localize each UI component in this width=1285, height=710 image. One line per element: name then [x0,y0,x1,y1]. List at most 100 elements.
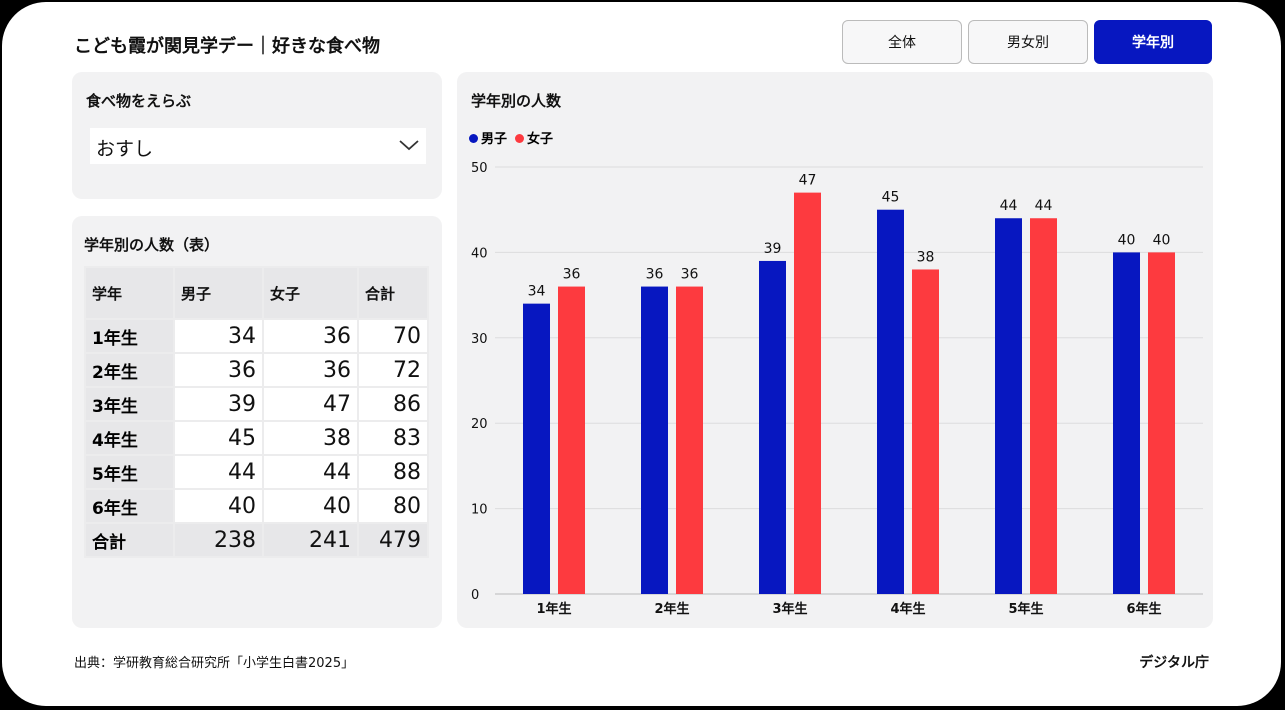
y-tick-label: 30 [471,332,488,347]
table-row: 2年生 36 36 72 [84,352,429,388]
table-cell: 45 [173,420,264,456]
bar-boys [641,286,668,594]
table-cell: 86 [357,386,429,422]
table-cell: 36 [262,318,359,354]
data-label: 38 [917,249,935,265]
chevron-down-icon [399,140,419,151]
legend-dot [515,134,525,143]
row-header: 2年生 [84,352,175,388]
table-row: 1年生 34 36 70 [84,318,429,354]
column-header: 女子 [262,266,359,320]
source-note: 出典：学研教育総合研究所「小学生白書2025」 [74,656,355,671]
data-label: 36 [681,267,699,283]
bar-girls [1030,218,1057,595]
row-header: 合計 [84,522,175,558]
x-tick-label: 2年生 [654,601,689,617]
x-tick-label: 3年生 [772,601,807,617]
table-cell: 44 [173,454,264,490]
row-header: 4年生 [84,420,175,456]
table-row: 3年生 39 47 86 [84,386,429,422]
bar-girls [676,286,703,594]
tab-all[interactable]: 全体 [842,20,962,64]
table-cell: 36 [173,352,264,388]
bar-girls [912,269,939,594]
legend-dot [469,134,478,143]
page-title: こども霞が関見学デー｜好きな食べ物 [74,36,380,57]
table-cell: 238 [173,522,264,558]
grade-table: 学年 男子 女子 合計 1年生 34 36 70 2年生 36 36 72 3年… [84,266,429,558]
table-cell: 44 [262,454,359,490]
data-label: 44 [1035,198,1053,214]
column-header: 男子 [173,266,264,320]
bar-boys [523,303,550,594]
data-label: 40 [1118,232,1136,248]
y-tick-label: 20 [471,417,488,432]
bar-girls [1148,252,1175,594]
y-tick-label: 0 [471,588,479,603]
table-cell: 88 [357,454,429,490]
x-tick-label: 5年生 [1008,601,1043,617]
table-cell: 40 [173,488,264,524]
table-cell: 70 [357,318,429,354]
data-label: 36 [646,267,664,283]
column-header: 学年 [84,266,175,320]
chart-panel: 学年別の人数 男子 女子 0 10 20 30 40 50 34 36 1年生 36 36 2年生 39… [457,72,1213,628]
table-row: 5年生 44 44 88 [84,454,429,490]
row-header: 5年生 [84,454,175,490]
table-total-row: 合計 238 241 479 [84,522,429,558]
data-label: 44 [1000,198,1018,214]
x-tick-label: 6年生 [1126,601,1161,617]
tab-gender[interactable]: 男女別 [968,20,1088,64]
brand-label: デジタル庁 [1139,655,1209,671]
data-label: 36 [563,267,581,283]
bar-boys [759,260,786,594]
y-tick-label: 40 [471,246,488,261]
legend-item-boys: 男子 [469,128,507,147]
bar-boys [995,218,1022,595]
table-cell: 479 [357,522,429,558]
row-header: 1年生 [84,318,175,354]
bar-girls [794,192,821,594]
x-tick-label: 4年生 [890,601,925,617]
table-heading: 学年別の人数（表） [84,236,220,254]
bar-boys [877,209,904,594]
food-select-dropdown[interactable]: おすし [90,128,426,164]
data-label: 34 [528,284,546,300]
data-label: 40 [1153,232,1171,248]
food-select-heading: 食べ物をえらぶ [86,92,192,110]
data-label: 45 [882,190,900,206]
table-cell: 38 [262,420,359,456]
bar-boys [1113,252,1140,594]
table-cell: 34 [173,318,264,354]
table-cell: 83 [357,420,429,456]
chart-legend: 男子 女子 [469,128,553,147]
table-row: 6年生 40 40 80 [84,488,429,524]
data-label: 39 [764,241,782,257]
table-panel: 学年別の人数（表） 学年 男子 女子 合計 1年生 34 36 70 2年生 3… [72,216,442,628]
data-label: 47 [799,173,817,189]
row-header: 6年生 [84,488,175,524]
table-header-row: 学年 男子 女子 合計 [84,266,429,320]
chart-title: 学年別の人数 [471,92,562,110]
legend-label: 男子 [481,132,508,147]
table-cell: 241 [262,522,359,558]
row-header: 3年生 [84,386,175,422]
tab-grade[interactable]: 学年別 [1094,20,1212,64]
legend-item-girls: 女子 [515,128,553,147]
food-select-panel: 食べ物をえらぶ おすし [72,72,442,199]
table-cell: 80 [357,488,429,524]
bar-chart: 0 10 20 30 40 50 34 36 1年生 36 36 2年生 39 47 3年生 45 38 4年生 4… [471,161,1203,617]
x-tick-label: 1年生 [536,601,571,617]
table-cell: 40 [262,488,359,524]
table-cell: 36 [262,352,359,388]
table-cell: 47 [262,386,359,422]
column-header: 合計 [357,266,429,320]
table-cell: 72 [357,352,429,388]
food-select-value: おすし [96,138,154,160]
legend-label: 女子 [527,132,554,147]
y-tick-label: 50 [471,161,488,176]
bar-girls [558,286,585,594]
table-row: 4年生 45 38 83 [84,420,429,456]
